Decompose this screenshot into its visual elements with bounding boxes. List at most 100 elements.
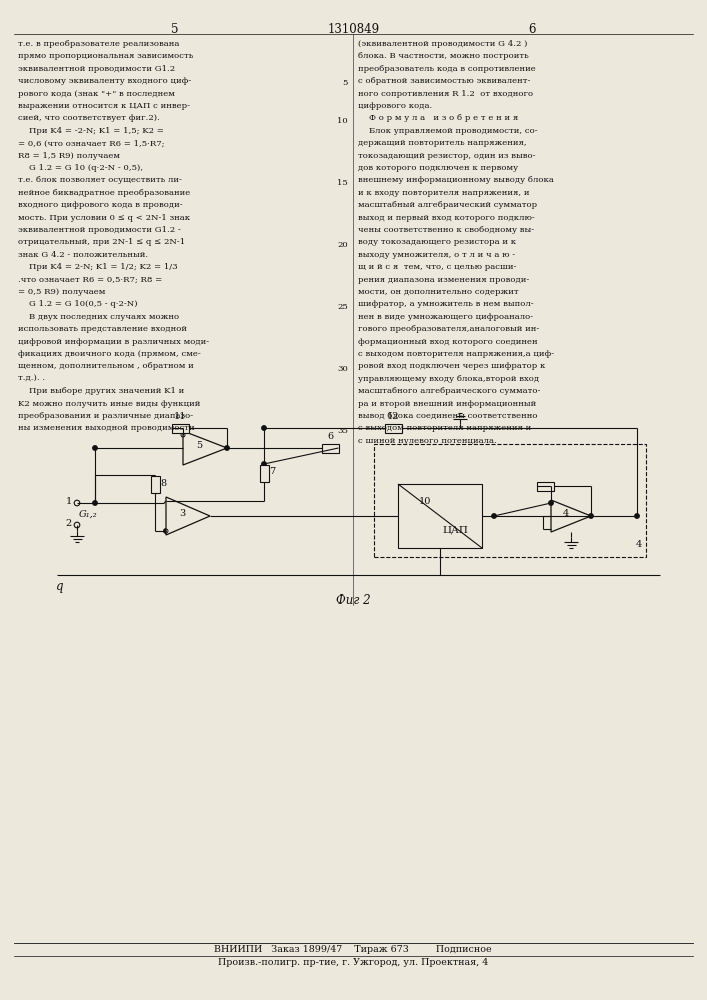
- Text: 6: 6: [327, 432, 333, 441]
- Text: 1310849: 1310849: [327, 23, 380, 36]
- Text: т.д.). .: т.д.). .: [18, 375, 45, 383]
- Bar: [385, 424, 402, 432]
- Text: преобразования и различные диапазо-: преобразования и различные диапазо-: [18, 412, 193, 420]
- Text: цифровой информации в различных моди-: цифровой информации в различных моди-: [18, 338, 209, 346]
- Circle shape: [93, 501, 97, 505]
- Text: 8: 8: [160, 479, 166, 488]
- Text: При выборе других значений K1 и: При выборе других значений K1 и: [18, 387, 185, 395]
- Text: выход и первый вход которого подклю-: выход и первый вход которого подклю-: [358, 214, 534, 222]
- Text: 5: 5: [171, 23, 179, 36]
- Text: воду токозадающего резистора и к: воду токозадающего резистора и к: [358, 238, 516, 246]
- Text: Фиг 2: Фиг 2: [336, 594, 370, 607]
- Text: Ф о р м у л а   и з о б р е т е н и я: Ф о р м у л а и з о б р е т е н и я: [358, 114, 518, 122]
- Text: эквивалентной проводимости G1.2: эквивалентной проводимости G1.2: [18, 65, 175, 73]
- Text: 1: 1: [66, 497, 72, 506]
- Text: знак G 4.2 - положительный.: знак G 4.2 - положительный.: [18, 251, 148, 259]
- Text: входного цифрового кода в проводи-: входного цифрового кода в проводи-: [18, 201, 182, 209]
- Text: 7: 7: [269, 468, 275, 477]
- Text: G 1.2 = G 10 (q·2-N - 0,5),: G 1.2 = G 10 (q·2-N - 0,5),: [18, 164, 143, 172]
- Text: щенном, дополнительном , обратном и: щенном, дополнительном , обратном и: [18, 362, 194, 370]
- Text: 15: 15: [337, 179, 348, 187]
- Text: 6: 6: [528, 23, 536, 36]
- Polygon shape: [183, 431, 227, 465]
- Text: ра и второй внешний информационный: ра и второй внешний информационный: [358, 400, 536, 408]
- Text: 10: 10: [419, 497, 431, 506]
- Circle shape: [93, 446, 97, 450]
- Text: дов которого подключен к первому: дов которого подключен к первому: [358, 164, 518, 172]
- Text: 20: 20: [337, 241, 348, 249]
- Text: эквивалентной проводимости G1.2 -: эквивалентной проводимости G1.2 -: [18, 226, 181, 234]
- Text: управляющему входу блока,второй вход: управляющему входу блока,второй вход: [358, 375, 539, 383]
- Circle shape: [164, 529, 168, 533]
- Text: прямо пропорциональная зависимость: прямо пропорциональная зависимость: [18, 52, 194, 60]
- Text: G₁,₂: G₁,₂: [79, 510, 98, 518]
- Circle shape: [262, 462, 267, 466]
- Text: 10: 10: [337, 117, 348, 125]
- Text: и к входу повторителя напряжения, и: и к входу повторителя напряжения, и: [358, 189, 530, 197]
- Text: q: q: [57, 580, 64, 593]
- Circle shape: [262, 426, 267, 430]
- Text: 35: 35: [337, 427, 348, 435]
- Text: масштабного алгебраического суммато-: масштабного алгебраического суммато-: [358, 387, 540, 395]
- Text: блока. В частности, можно построить: блока. В частности, можно построить: [358, 52, 529, 60]
- Text: 5: 5: [343, 79, 348, 87]
- Polygon shape: [166, 497, 210, 535]
- Text: При K4 = 2-N; K1 = 1/2; K2 = 1/3: При K4 = 2-N; K1 = 1/2; K2 = 1/3: [18, 263, 177, 271]
- Text: 5: 5: [197, 441, 203, 450]
- Bar: [398, 484, 482, 548]
- Text: фикациях двоичного кода (прямом, сме-: фикациях двоичного кода (прямом, сме-: [18, 350, 201, 358]
- Bar: [259, 464, 269, 482]
- Text: (эквивалентной проводимости G 4.2 ): (эквивалентной проводимости G 4.2 ): [358, 40, 527, 48]
- Text: ЦАП: ЦАП: [442, 526, 468, 535]
- Text: числовому эквиваленту входного циф-: числовому эквиваленту входного циф-: [18, 77, 192, 85]
- Text: ны изменения выходной проводимости: ны изменения выходной проводимости: [18, 424, 194, 432]
- Text: формационный вход которого соединен: формационный вход которого соединен: [358, 338, 537, 346]
- Text: 25: 25: [337, 303, 348, 311]
- Circle shape: [225, 446, 229, 450]
- Text: вывод блока соединены соответственно: вывод блока соединены соответственно: [358, 412, 537, 420]
- Text: щ и й с я  тем, что, с целью расши-: щ и й с я тем, что, с целью расши-: [358, 263, 516, 271]
- Text: с выходом повторителя напряжения и: с выходом повторителя напряжения и: [358, 424, 531, 432]
- Text: 4: 4: [563, 509, 569, 518]
- Text: мость. При условии 0 ≤ q < 2N-1 знак: мость. При условии 0 ≤ q < 2N-1 знак: [18, 214, 190, 222]
- Text: Блок управляемой проводимости, со-: Блок управляемой проводимости, со-: [358, 127, 537, 135]
- Text: держащий повторитель напряжения,: держащий повторитель напряжения,: [358, 139, 527, 147]
- Text: ного сопротивления R 1.2  от входного: ного сопротивления R 1.2 от входного: [358, 90, 533, 98]
- Text: 2: 2: [66, 520, 72, 528]
- Circle shape: [635, 514, 639, 518]
- Text: 12: 12: [387, 412, 399, 421]
- Text: = 0,6 (что означает R6 = 1,5·R7;: = 0,6 (что означает R6 = 1,5·R7;: [18, 139, 165, 147]
- Circle shape: [589, 514, 593, 518]
- Text: При K4 = -2-N; K1 = 1,5; K2 =: При K4 = -2-N; K1 = 1,5; K2 =: [18, 127, 164, 135]
- Text: шифратор, а умножитель в нем выпол-: шифратор, а умножитель в нем выпол-: [358, 300, 534, 308]
- Text: 3: 3: [180, 509, 186, 518]
- Bar: [172, 424, 189, 432]
- Text: R8 = 1,5 R9) получаем: R8 = 1,5 R9) получаем: [18, 152, 120, 160]
- Text: токозадающий резистор, один из выво-: токозадающий резистор, один из выво-: [358, 152, 535, 160]
- Text: преобразователь кода в сопротивление: преобразователь кода в сопротивление: [358, 65, 536, 73]
- Text: нейное биквадратное преобразование: нейное биквадратное преобразование: [18, 189, 190, 197]
- Text: гового преобразователя,аналоговый ин-: гового преобразователя,аналоговый ин-: [358, 325, 539, 333]
- Text: с обратной зависимостью эквивалент-: с обратной зависимостью эквивалент-: [358, 77, 530, 85]
- Text: масштабный алгебраический сумматор: масштабный алгебраический сумматор: [358, 201, 537, 209]
- Text: выражении относится к ЦАП с инвер-: выражении относится к ЦАП с инвер-: [18, 102, 190, 110]
- Text: = 0,5 R9) получаем: = 0,5 R9) получаем: [18, 288, 105, 296]
- Text: 11: 11: [174, 412, 186, 421]
- Text: чены соответственно к свободному вы-: чены соответственно к свободному вы-: [358, 226, 534, 234]
- Text: выходу умножителя, о т л и ч а ю -: выходу умножителя, о т л и ч а ю -: [358, 251, 515, 259]
- Polygon shape: [551, 500, 591, 532]
- Text: нен в виде умножающего цифроанало-: нен в виде умножающего цифроанало-: [358, 313, 533, 321]
- Text: ровой вход подключен через шифратор к: ровой вход подключен через шифратор к: [358, 362, 545, 370]
- Text: G 1.2 = G 10(0,5 - q·2-N): G 1.2 = G 10(0,5 - q·2-N): [18, 300, 138, 308]
- Text: В двух последних случаях можно: В двух последних случаях можно: [18, 313, 179, 321]
- Text: Произв.-полигр. пр-тие, г. Ужгород, ул. Проектная, 4: Произв.-полигр. пр-тие, г. Ужгород, ул. …: [218, 958, 488, 967]
- Text: т.е. блок позволяет осуществить ли-: т.е. блок позволяет осуществить ли-: [18, 176, 182, 184]
- Bar: [537, 482, 554, 490]
- Bar: [151, 476, 160, 492]
- Text: 30: 30: [337, 365, 348, 373]
- Text: рового кода (знак "+" в последнем: рового кода (знак "+" в последнем: [18, 90, 175, 98]
- Text: K2 можно получить иные виды функций: K2 можно получить иные виды функций: [18, 400, 200, 408]
- Text: использовать представление входной: использовать представление входной: [18, 325, 187, 333]
- Text: с выходом повторителя напряжения,а циф-: с выходом повторителя напряжения,а циф-: [358, 350, 554, 358]
- Circle shape: [492, 514, 496, 518]
